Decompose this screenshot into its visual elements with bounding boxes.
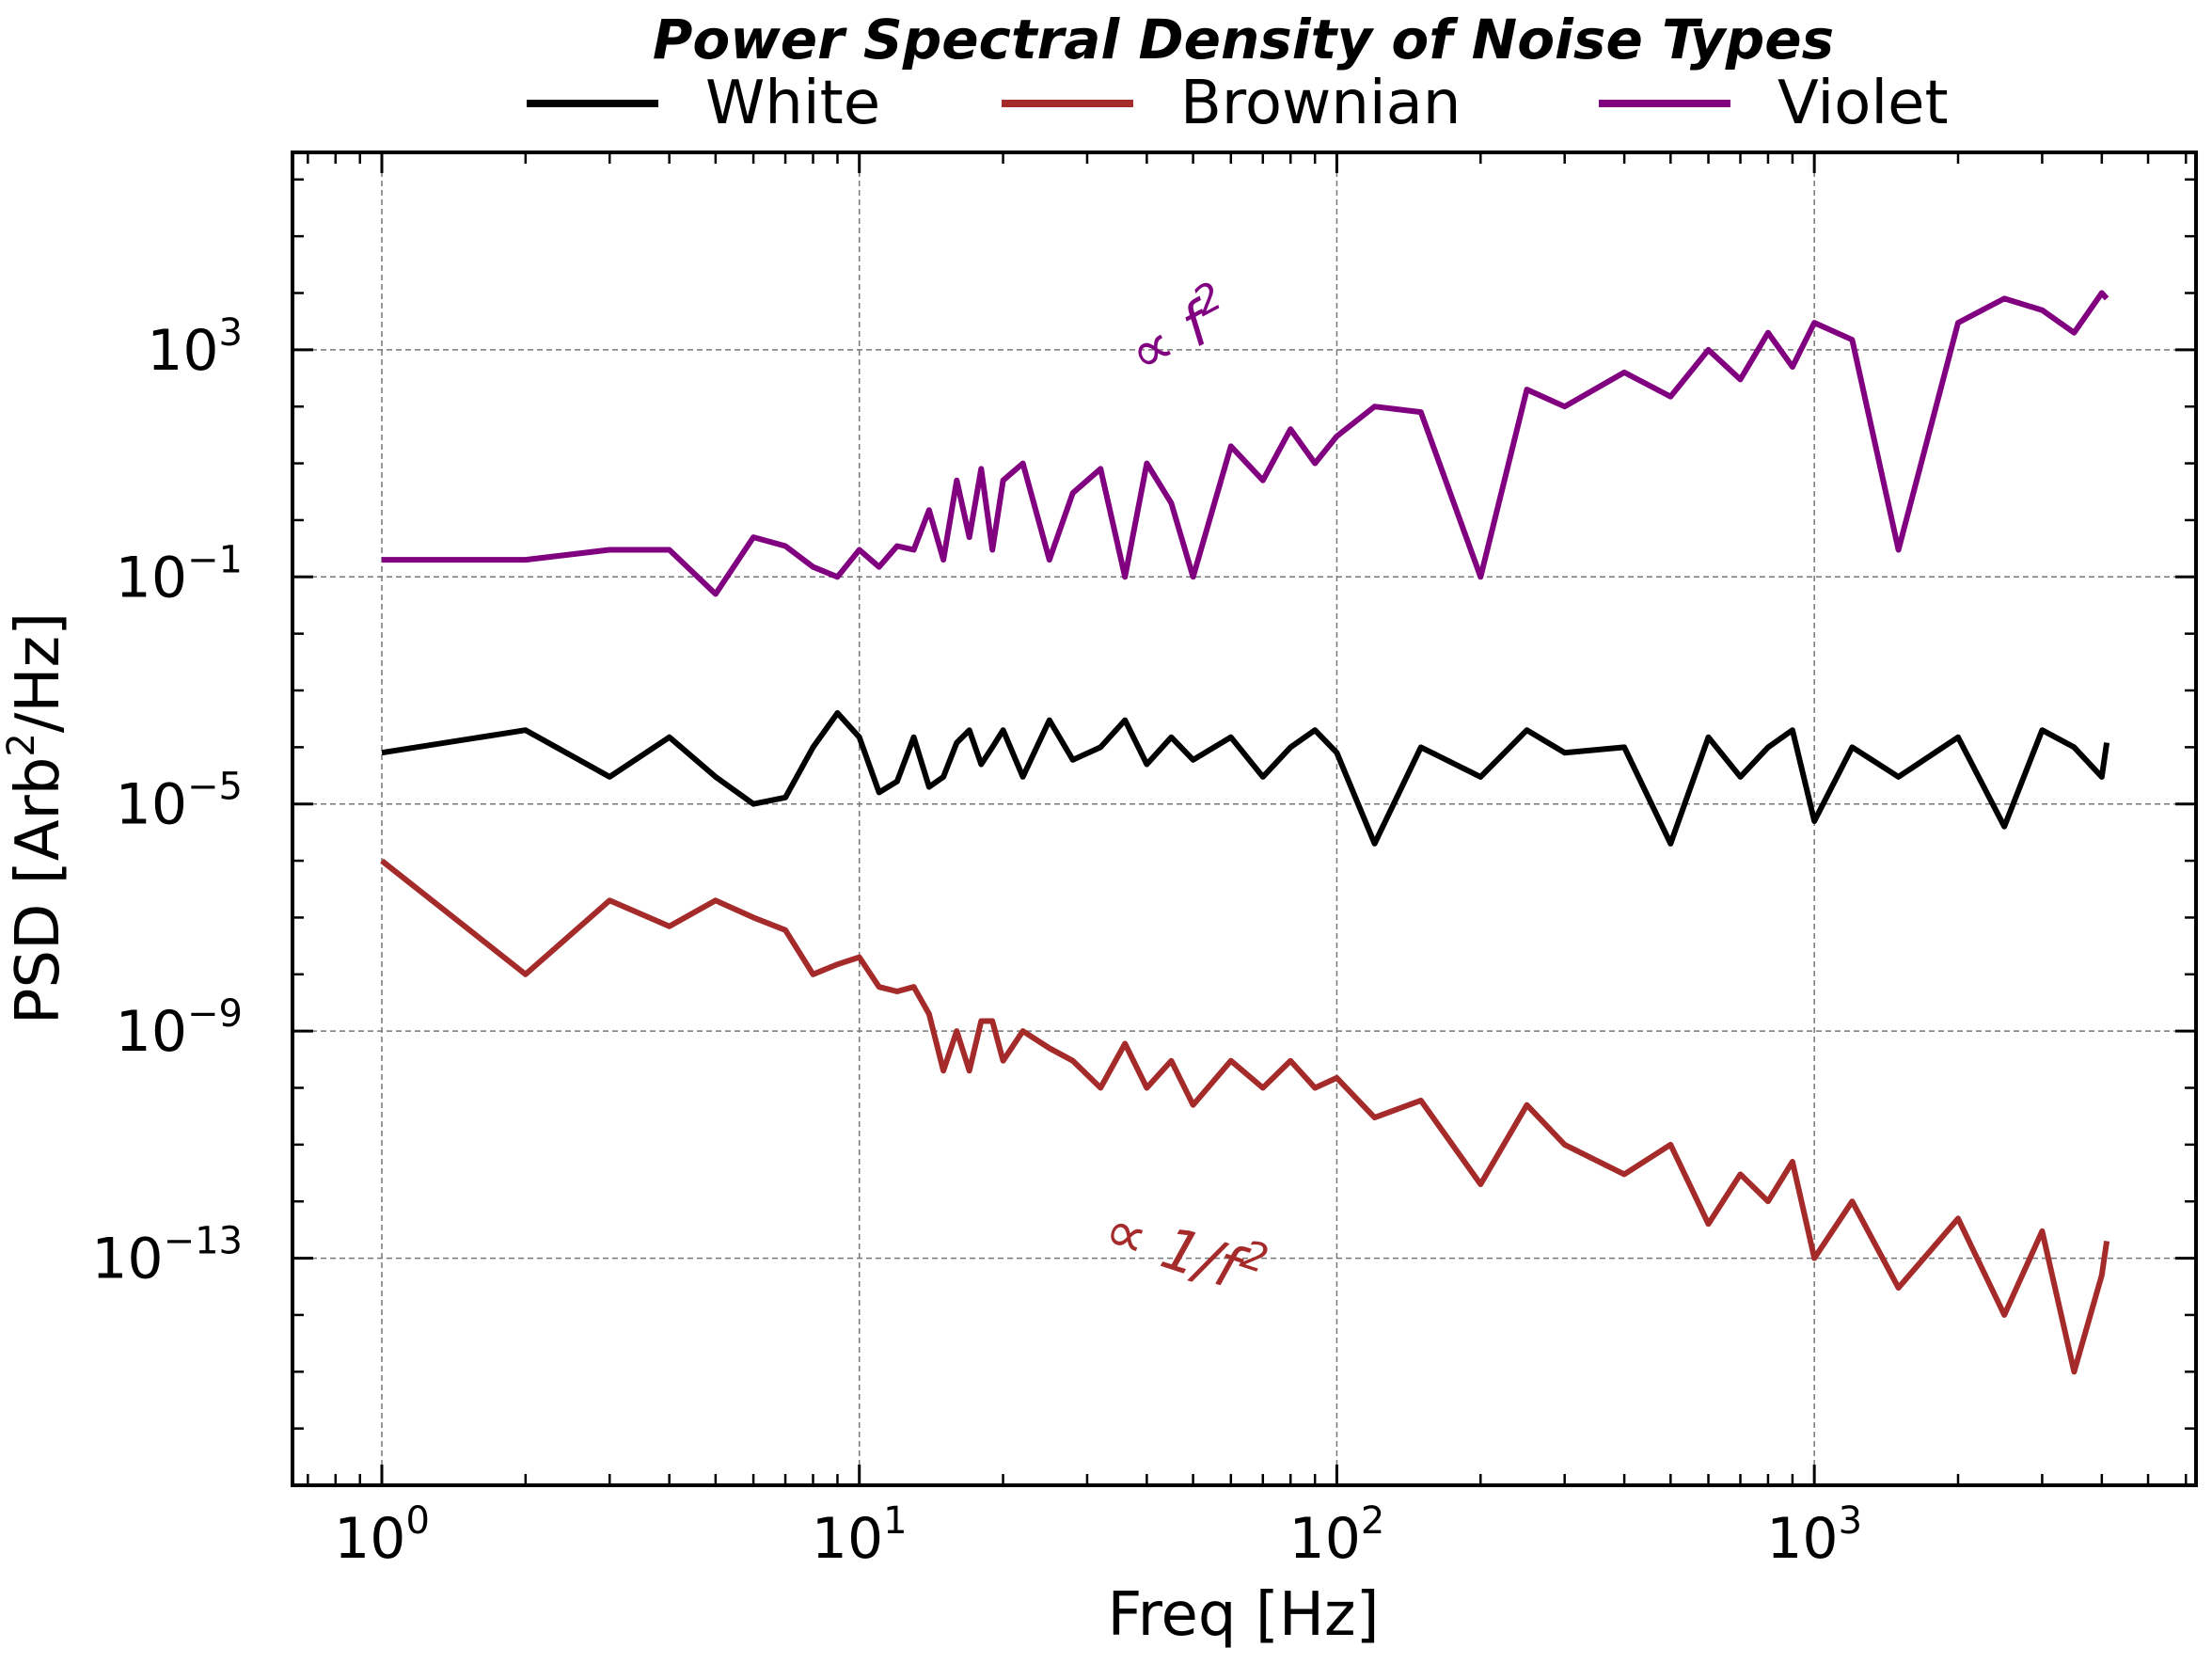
y-tick-exp: −9 — [187, 992, 243, 1036]
x-tick-exp: 3 — [1839, 1499, 1862, 1543]
x-tick-label: 101 — [812, 1499, 908, 1572]
y-axis-label-main: PSD [Arb — [4, 757, 73, 1025]
y-axis-label-tail: /Hz] — [4, 612, 73, 733]
legend-label-violet: Violet — [1778, 69, 1949, 138]
y-tick-exp: −1 — [187, 538, 243, 581]
x-tick-base: 10 — [1289, 1506, 1361, 1572]
grid-lines — [292, 152, 2196, 1485]
y-axis-label: PSD [Arb2/Hz] — [0, 612, 73, 1024]
x-tick-base: 10 — [334, 1506, 405, 1572]
y-tick-label: 103 — [147, 311, 243, 384]
y-tick-exp: 3 — [219, 311, 243, 355]
legend-label-brownian: Brownian — [1180, 69, 1461, 138]
legend: White Brownian Violet — [527, 69, 1949, 138]
y-tick-base: 10 — [91, 1227, 163, 1292]
y-tick-base: 10 — [116, 999, 187, 1065]
y-tick-label: 10−13 — [91, 1220, 243, 1292]
x-tick-label: 100 — [334, 1499, 430, 1572]
x-tick-labels: 100 101 102 103 — [334, 1499, 1862, 1572]
x-tick-label: 103 — [1766, 1499, 1862, 1572]
y-tick-label: 10−5 — [116, 766, 243, 838]
y-tick-label: 10−1 — [116, 538, 243, 610]
y-tick-exp: −13 — [164, 1220, 243, 1263]
series-line-white — [381, 710, 2110, 847]
y-tick-label: 10−9 — [116, 992, 243, 1065]
y-tick-base: 10 — [116, 772, 187, 838]
series-lines — [380, 290, 2110, 1375]
plot-frame — [291, 151, 2198, 1487]
x-tick-base: 10 — [1766, 1506, 1838, 1572]
axis-ticks — [292, 152, 2196, 1487]
x-tick-exp: 0 — [405, 1499, 429, 1543]
x-tick-exp: 1 — [883, 1499, 907, 1543]
y-tick-base: 10 — [116, 545, 187, 610]
x-axis-label: Freq [Hz] — [1107, 1580, 1379, 1650]
y-tick-base: 10 — [147, 318, 218, 384]
x-tick-label: 102 — [1289, 1499, 1385, 1572]
y-tick-exp: −5 — [187, 766, 243, 809]
y-axis-label-sup: 2 — [0, 733, 43, 756]
chart-title: Power Spectral Density of Noise Types — [653, 8, 1834, 71]
x-tick-exp: 2 — [1361, 1499, 1384, 1543]
x-tick-base: 10 — [812, 1506, 883, 1572]
legend-label-white: White — [705, 69, 880, 138]
series-line-brownian — [380, 858, 2110, 1375]
series-line-violet — [382, 290, 2109, 597]
